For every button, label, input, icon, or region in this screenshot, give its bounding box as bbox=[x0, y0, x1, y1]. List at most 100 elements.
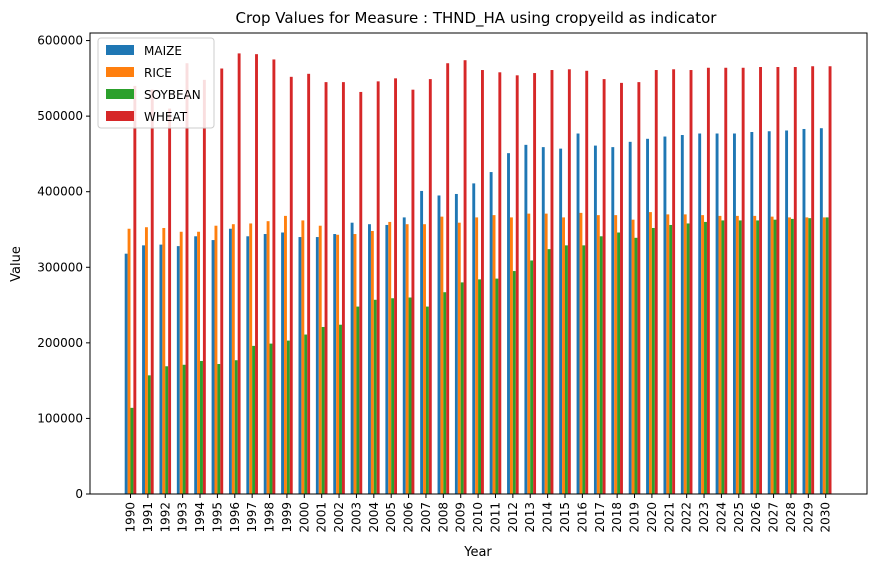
bar-maize-2013 bbox=[524, 144, 528, 494]
bar-soybean-2003 bbox=[356, 306, 360, 494]
bar-soybean-2000 bbox=[304, 334, 308, 494]
bar-rice-2010 bbox=[475, 217, 479, 494]
bar-soybean-2027 bbox=[773, 219, 777, 495]
bar-wheat-2003 bbox=[359, 91, 363, 494]
bar-maize-2030 bbox=[819, 128, 823, 494]
bar-maize-1996 bbox=[228, 228, 232, 495]
x-tick-label: 2003 bbox=[349, 502, 363, 533]
bar-soybean-2009 bbox=[460, 282, 464, 494]
bar-maize-2011 bbox=[489, 172, 493, 494]
bar-maize-1993 bbox=[176, 246, 180, 494]
bar-soybean-2028 bbox=[790, 218, 794, 494]
bar-rice-2001 bbox=[318, 225, 322, 494]
bar-maize-2000 bbox=[298, 237, 302, 495]
bar-rice-2025 bbox=[735, 215, 739, 494]
bar-wheat-2022 bbox=[689, 70, 693, 494]
bar-maize-2002 bbox=[333, 234, 337, 494]
x-tick-label: 1990 bbox=[124, 502, 138, 533]
x-tick-label: 2001 bbox=[315, 502, 329, 533]
bar-maize-2003 bbox=[350, 222, 354, 494]
bar-rice-1994 bbox=[197, 231, 201, 494]
bar-soybean-2018 bbox=[617, 232, 621, 494]
bar-maize-2006 bbox=[402, 217, 406, 494]
y-tick-label: 300000 bbox=[37, 260, 83, 274]
bar-wheat-1997 bbox=[255, 54, 258, 494]
bar-soybean-2026 bbox=[756, 220, 760, 495]
bar-rice-2011 bbox=[492, 215, 496, 494]
bar-wheat-2006 bbox=[411, 89, 415, 495]
x-tick-label: 2018 bbox=[610, 502, 624, 533]
legend-swatch-maize bbox=[106, 45, 134, 55]
bar-soybean-1991 bbox=[147, 375, 151, 494]
bar-rice-1992 bbox=[162, 227, 166, 495]
x-tick-label: 2024 bbox=[714, 502, 728, 533]
x-tick-label: 1994 bbox=[193, 502, 207, 533]
y-axis: 0 100000 200000 300000 400000 500000 600000 bbox=[37, 34, 90, 501]
bar-maize-2016 bbox=[576, 133, 580, 494]
bar-wheat-2019 bbox=[637, 82, 641, 495]
bar-maize-2012 bbox=[507, 153, 510, 494]
legend-label-maize: MAIZE bbox=[144, 44, 182, 58]
x-tick-label: 2021 bbox=[662, 502, 676, 533]
bar-soybean-2008 bbox=[443, 292, 447, 494]
x-tick-label: 2004 bbox=[367, 502, 381, 533]
bar-rice-1993 bbox=[179, 231, 183, 494]
legend-swatch-wheat bbox=[106, 111, 134, 121]
bar-wheat-2011 bbox=[498, 72, 502, 495]
bar-rice-2027 bbox=[770, 216, 774, 494]
bar-wheat-1990 bbox=[133, 85, 137, 495]
bar-wheat-1998 bbox=[272, 59, 276, 494]
legend-label-soybean: SOYBEAN bbox=[144, 88, 201, 102]
bar-rice-2012 bbox=[509, 217, 513, 494]
bar-soybean-2020 bbox=[651, 227, 655, 495]
bar-soybean-2012 bbox=[512, 271, 516, 494]
bar-rice-2021 bbox=[666, 214, 670, 494]
legend: MAIZE RICE SOYBEAN WHEAT bbox=[97, 37, 215, 129]
x-tick-label: 1995 bbox=[210, 502, 224, 533]
bar-rice-2028 bbox=[788, 217, 791, 494]
bar-rice-1997 bbox=[249, 223, 253, 494]
bar-soybean-1992 bbox=[165, 366, 169, 494]
bar-soybean-1998 bbox=[269, 343, 273, 494]
bar-soybean-2017 bbox=[599, 236, 603, 495]
bar-soybean-1994 bbox=[200, 360, 203, 494]
bar-wheat-2012 bbox=[515, 75, 519, 494]
x-tick-label: 2005 bbox=[384, 502, 398, 533]
legend-label-rice: RICE bbox=[144, 66, 172, 80]
x-tick-label: 1997 bbox=[245, 502, 259, 533]
bar-rice-1995 bbox=[214, 225, 218, 494]
bar-rice-2005 bbox=[388, 221, 392, 494]
bar-wheat-2013 bbox=[533, 73, 537, 495]
bar-rice-1991 bbox=[144, 227, 148, 494]
bar-maize-1999 bbox=[281, 232, 285, 494]
x-axis: 1990 1991 1992 1993 1994 1995 1996 1997 1998 1999… bbox=[124, 494, 833, 533]
y-tick-label: 400000 bbox=[37, 185, 83, 199]
x-tick-label: 2009 bbox=[454, 502, 468, 533]
x-tick-label: 2027 bbox=[767, 502, 781, 533]
x-tick-label: 2019 bbox=[628, 502, 642, 533]
x-tick-label: 2002 bbox=[332, 502, 346, 533]
bar-maize-2004 bbox=[368, 224, 371, 494]
bar-soybean-2004 bbox=[373, 299, 377, 494]
bar-soybean-2023 bbox=[704, 221, 707, 494]
x-tick-label: 2010 bbox=[471, 502, 485, 533]
y-tick-label: 600000 bbox=[37, 34, 83, 48]
x-tick-label: 2015 bbox=[558, 502, 572, 533]
bar-wheat-1991 bbox=[150, 89, 154, 495]
bar-soybean-2011 bbox=[495, 278, 499, 494]
bar-rice-2006 bbox=[405, 224, 409, 494]
bar-wheat-2030 bbox=[828, 66, 832, 494]
bar-wheat-2025 bbox=[741, 67, 745, 494]
bar-soybean-2030 bbox=[825, 217, 829, 494]
bar-maize-2028 bbox=[785, 130, 789, 495]
bar-rice-2015 bbox=[562, 217, 565, 494]
bar-soybean-2005 bbox=[391, 298, 395, 494]
bar-soybean-1997 bbox=[252, 345, 256, 494]
bar-wheat-2026 bbox=[759, 67, 762, 494]
bar-rice-2009 bbox=[457, 222, 461, 494]
x-tick-label: 2000 bbox=[297, 502, 311, 533]
x-tick-label: 1992 bbox=[158, 502, 172, 533]
bar-rice-2026 bbox=[753, 215, 757, 494]
bar-soybean-2025 bbox=[738, 220, 742, 495]
